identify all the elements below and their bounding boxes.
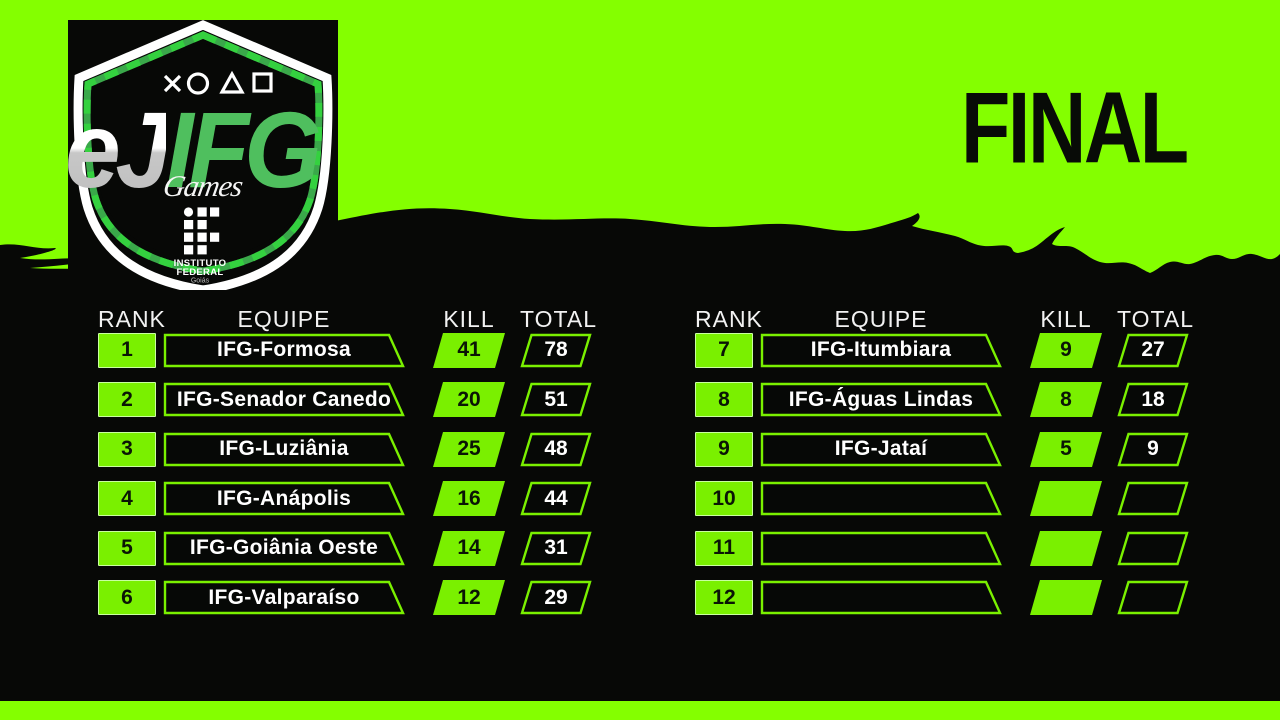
svg-text:Goiás: Goiás (191, 278, 210, 285)
svg-text:FEDERAL: FEDERAL (177, 267, 224, 278)
